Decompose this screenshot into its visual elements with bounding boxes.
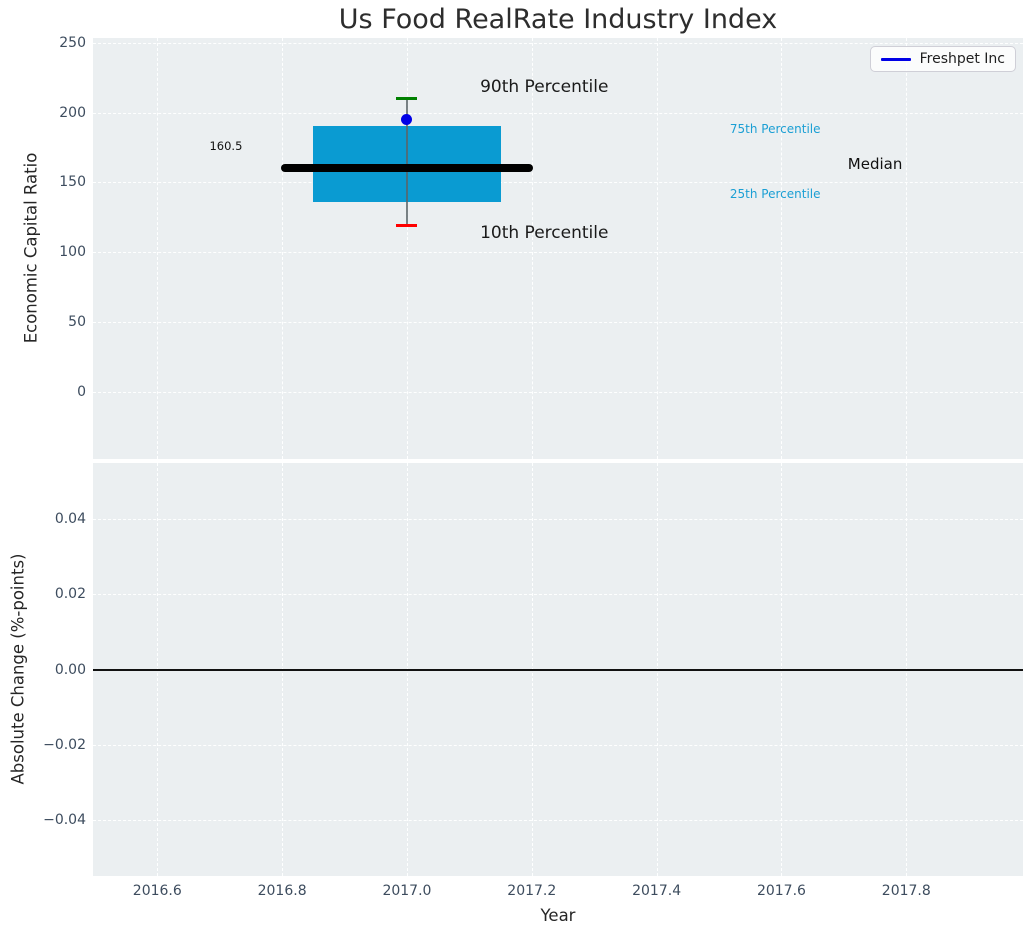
y-tick-label: 250 [59, 34, 86, 51]
y-tick-label: 100 [59, 244, 86, 261]
gridline-x [531, 38, 533, 459]
gridline-x [157, 38, 159, 459]
annotation-75th-percentile: 75th Percentile [729, 122, 821, 137]
zero-line [93, 668, 1023, 671]
gridline-y [93, 112, 1023, 114]
x-tick-label: 2017.6 [756, 883, 806, 899]
gridline-y [93, 391, 1023, 393]
gridline-y [93, 182, 1023, 184]
cap-10th-percentile [396, 224, 418, 228]
legend-label: Freshpet Inc [919, 51, 1005, 67]
annotation-90th-percentile: 90th Percentile [480, 77, 609, 98]
gridline-y [93, 252, 1023, 254]
annotation-160-5: 160.5 [209, 139, 243, 154]
y-tick-label: −0.02 [43, 736, 86, 753]
y-tick-label: −0.04 [43, 811, 86, 828]
gridline-x [781, 38, 783, 459]
bottom-axes-absolute-change [93, 463, 1023, 876]
gridline-y [93, 744, 1023, 746]
y-tick-label: 150 [59, 174, 86, 191]
gridline-y [93, 819, 1023, 821]
gridline-x [282, 38, 284, 459]
y-tick-label: 0.02 [54, 586, 86, 603]
whisker-line [406, 98, 408, 226]
top-axes-economic-capital-ratio: 90th Percentile 10th Percentile 160.5 75th … [93, 38, 1023, 459]
gridline-y [93, 594, 1023, 596]
x-tick-label: 2017.4 [632, 883, 682, 899]
legend-line-swatch [880, 57, 911, 61]
gridline-y [93, 321, 1023, 323]
x-axis-label: Year [540, 906, 576, 925]
y-tick-label: 0.04 [54, 511, 86, 528]
gridline-y [93, 519, 1023, 521]
cap-90th-percentile [396, 97, 418, 101]
gridline-x [656, 38, 658, 459]
annotation-10th-percentile: 10th Percentile [480, 223, 609, 244]
x-tick-label: 2016.6 [132, 883, 182, 899]
legend: Freshpet Inc [869, 46, 1016, 72]
annotation-25th-percentile: 25th Percentile [729, 186, 821, 201]
x-tick-label: 2017.0 [382, 883, 432, 899]
gridline-y [93, 42, 1023, 44]
x-tick-label: 2016.8 [257, 883, 307, 899]
median-line [281, 163, 533, 172]
annotation-median: Median [847, 155, 903, 174]
gridline-x [406, 38, 408, 459]
chart-title: Us Food RealRate Industry Index [338, 4, 778, 35]
company-point-dot [401, 114, 413, 126]
y-tick-label: 0 [77, 383, 86, 400]
x-tick-label: 2017.2 [507, 883, 557, 899]
gridline-x [906, 38, 908, 459]
y-tick-label: 200 [59, 104, 86, 121]
y-tick-label: 50 [68, 313, 86, 330]
x-tick-label: 2017.8 [881, 883, 931, 899]
y-tick-label: 0.00 [54, 661, 86, 678]
